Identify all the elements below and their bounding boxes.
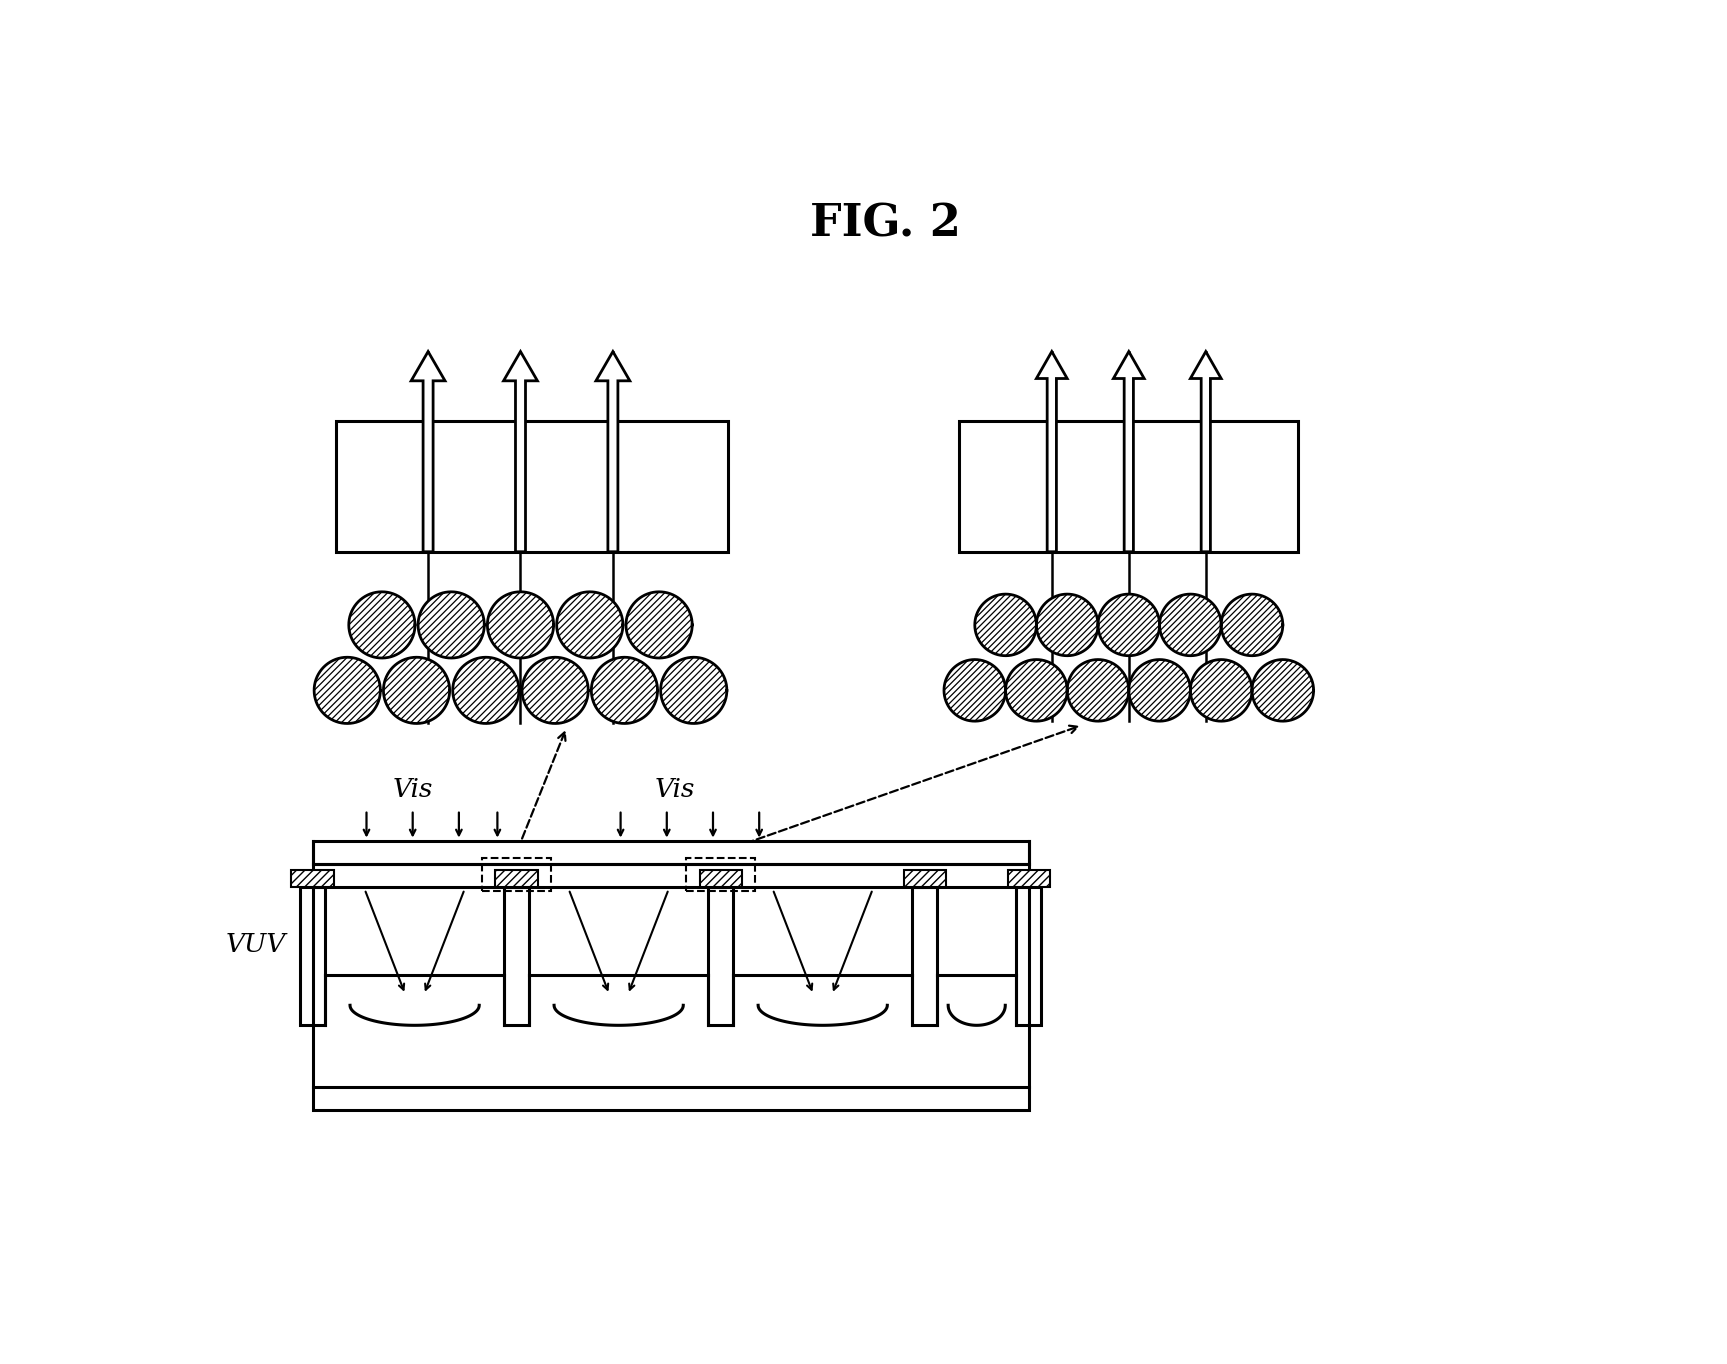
Bar (496, 870, 537, 887)
Bar (1007, 870, 1050, 887)
Bar (300, 887, 325, 1026)
Bar (903, 870, 946, 887)
Text: FIG. 2: FIG. 2 (810, 202, 960, 246)
Polygon shape (661, 657, 727, 723)
Bar (960, 421, 1299, 552)
Ellipse shape (758, 985, 888, 1026)
Bar (313, 1087, 1029, 1110)
Polygon shape (1252, 660, 1314, 722)
Text: Vis: Vis (655, 777, 694, 802)
Polygon shape (452, 657, 518, 723)
Polygon shape (383, 657, 449, 723)
Polygon shape (1159, 595, 1221, 656)
Bar (912, 887, 938, 1026)
Bar (335, 421, 729, 552)
Polygon shape (1221, 595, 1283, 656)
Text: Vis: Vis (392, 777, 433, 802)
FancyArrow shape (596, 352, 630, 552)
Bar (708, 887, 732, 1026)
Bar (732, 975, 912, 1026)
Polygon shape (591, 657, 658, 723)
FancyArrow shape (504, 352, 537, 552)
Polygon shape (314, 657, 380, 723)
Ellipse shape (554, 985, 684, 1026)
Bar (686, 858, 755, 891)
Polygon shape (625, 592, 693, 657)
Bar (325, 975, 504, 1026)
Bar (313, 863, 1029, 887)
Polygon shape (418, 592, 484, 657)
Bar (482, 858, 551, 891)
Polygon shape (974, 595, 1036, 656)
Bar (292, 870, 333, 887)
Polygon shape (1098, 595, 1159, 656)
Bar (699, 870, 743, 887)
FancyArrow shape (1036, 352, 1067, 552)
FancyArrow shape (411, 352, 446, 552)
Polygon shape (1005, 660, 1067, 722)
Polygon shape (522, 657, 589, 723)
Polygon shape (1129, 660, 1190, 722)
Polygon shape (1190, 660, 1252, 722)
Polygon shape (945, 660, 1005, 722)
Ellipse shape (948, 985, 1005, 1026)
Bar (528, 975, 708, 1026)
Bar (938, 975, 1017, 1026)
Ellipse shape (351, 985, 478, 1026)
Bar (1017, 887, 1041, 1026)
Bar (313, 840, 1029, 863)
FancyArrow shape (1190, 352, 1221, 552)
Text: VUV: VUV (226, 932, 285, 958)
Bar (504, 887, 528, 1026)
Polygon shape (556, 592, 623, 657)
Polygon shape (1036, 595, 1098, 656)
Polygon shape (1067, 660, 1129, 722)
FancyArrow shape (1114, 352, 1145, 552)
Polygon shape (349, 592, 414, 657)
Polygon shape (487, 592, 554, 657)
